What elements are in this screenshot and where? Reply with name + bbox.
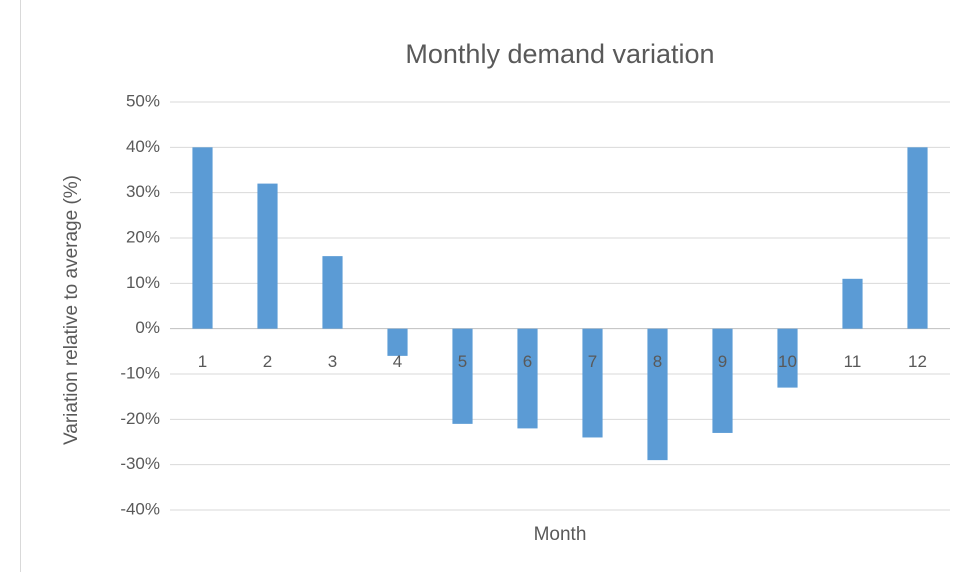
x-tick-label: 6 xyxy=(523,352,532,371)
bar xyxy=(257,183,278,329)
y-tick-label: 20% xyxy=(126,227,160,246)
x-tick-label: 3 xyxy=(328,352,337,371)
x-tick-label: 9 xyxy=(718,352,727,371)
y-tick-label: 50% xyxy=(126,91,160,110)
chart-frame xyxy=(20,0,974,572)
bar xyxy=(777,328,798,388)
x-tick-label: 4 xyxy=(393,352,402,371)
x-tick-label: 12 xyxy=(908,352,927,371)
y-tick-label: -30% xyxy=(120,454,160,473)
x-tick-label: 8 xyxy=(653,352,662,371)
bar xyxy=(647,328,668,461)
chart-title: Monthly demand variation xyxy=(405,39,714,69)
x-tick-label: 1 xyxy=(198,352,207,371)
x-tick-label: 7 xyxy=(588,352,597,371)
x-tick-label: 2 xyxy=(263,352,272,371)
bar xyxy=(387,328,408,356)
y-tick-label: 10% xyxy=(126,273,160,292)
bar xyxy=(582,328,603,438)
y-axis-title: Variation relative to average (%) xyxy=(61,175,82,445)
y-tick-label: 40% xyxy=(126,137,160,156)
bar xyxy=(192,147,213,329)
bar xyxy=(842,278,863,329)
bar xyxy=(712,328,733,433)
x-axis-title: Month xyxy=(534,524,587,545)
bar xyxy=(322,256,343,329)
bar xyxy=(517,328,538,429)
bar xyxy=(452,328,473,424)
y-tick-label: 30% xyxy=(126,182,160,201)
bar xyxy=(907,147,928,329)
y-tick-label: -20% xyxy=(120,409,160,428)
x-tick-label: 10 xyxy=(778,352,797,371)
x-tick-label: 11 xyxy=(844,352,862,371)
y-tick-label: 0% xyxy=(135,318,160,337)
y-tick-label: -10% xyxy=(120,363,160,382)
x-tick-label: 5 xyxy=(458,352,467,371)
y-tick-label: -40% xyxy=(120,499,160,518)
